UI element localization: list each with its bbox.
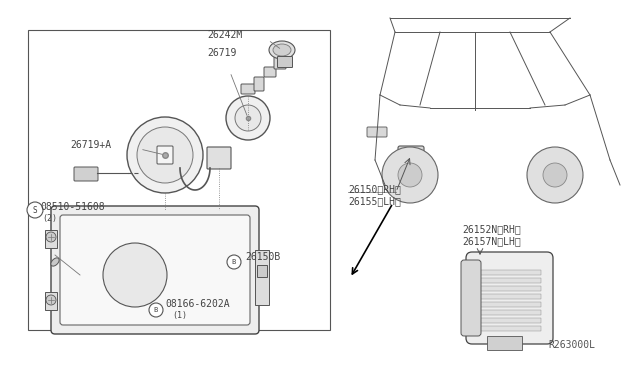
- Ellipse shape: [273, 44, 291, 56]
- FancyBboxPatch shape: [51, 206, 259, 334]
- Circle shape: [46, 295, 56, 305]
- FancyBboxPatch shape: [264, 67, 276, 77]
- Circle shape: [226, 96, 270, 140]
- Text: 26150B: 26150B: [245, 252, 280, 262]
- Text: (2): (2): [42, 214, 57, 223]
- Circle shape: [27, 202, 43, 218]
- Ellipse shape: [51, 258, 59, 266]
- Text: 08166-6202A: 08166-6202A: [165, 299, 230, 309]
- Bar: [476, 286, 541, 291]
- Circle shape: [227, 255, 241, 269]
- Bar: [487, 336, 522, 350]
- Bar: [28, 30, 330, 330]
- Circle shape: [235, 105, 261, 131]
- Text: S: S: [33, 205, 37, 215]
- Bar: [476, 310, 541, 315]
- Circle shape: [527, 147, 583, 203]
- FancyBboxPatch shape: [60, 215, 250, 325]
- FancyBboxPatch shape: [207, 147, 231, 169]
- Bar: [476, 318, 541, 323]
- Text: (1): (1): [172, 311, 187, 320]
- FancyBboxPatch shape: [278, 57, 292, 67]
- Bar: [257, 265, 267, 277]
- Circle shape: [398, 163, 422, 187]
- Bar: [476, 270, 541, 275]
- FancyBboxPatch shape: [367, 127, 387, 137]
- Text: 26150〈RH〉: 26150〈RH〉: [348, 184, 401, 194]
- Text: R263000L: R263000L: [548, 340, 595, 350]
- FancyBboxPatch shape: [74, 167, 98, 181]
- Text: 08510-51608: 08510-51608: [40, 202, 104, 212]
- Circle shape: [382, 147, 438, 203]
- Circle shape: [137, 127, 193, 183]
- Circle shape: [103, 243, 167, 307]
- Bar: [255, 250, 269, 305]
- Bar: [476, 294, 541, 299]
- Circle shape: [543, 163, 567, 187]
- Circle shape: [127, 117, 203, 193]
- FancyBboxPatch shape: [398, 146, 424, 166]
- FancyBboxPatch shape: [241, 84, 255, 94]
- Ellipse shape: [269, 41, 295, 59]
- Text: B: B: [232, 259, 236, 265]
- FancyBboxPatch shape: [157, 146, 173, 164]
- Text: 26152N〈RH〉: 26152N〈RH〉: [462, 224, 521, 234]
- Text: 26719+A: 26719+A: [70, 140, 111, 150]
- Bar: [45, 292, 57, 310]
- Bar: [45, 230, 57, 248]
- FancyBboxPatch shape: [254, 77, 264, 91]
- Text: 26242M: 26242M: [207, 30, 243, 40]
- FancyBboxPatch shape: [461, 260, 481, 336]
- Text: 26157N〈LH〉: 26157N〈LH〉: [462, 236, 521, 246]
- Bar: [476, 326, 541, 331]
- Bar: [476, 278, 541, 283]
- Text: 26719: 26719: [207, 48, 236, 58]
- Text: B: B: [154, 307, 158, 313]
- Circle shape: [149, 303, 163, 317]
- Text: 26155〈LH〉: 26155〈LH〉: [348, 196, 401, 206]
- FancyBboxPatch shape: [274, 57, 286, 69]
- Circle shape: [46, 232, 56, 242]
- FancyBboxPatch shape: [466, 252, 553, 344]
- Bar: [476, 302, 541, 307]
